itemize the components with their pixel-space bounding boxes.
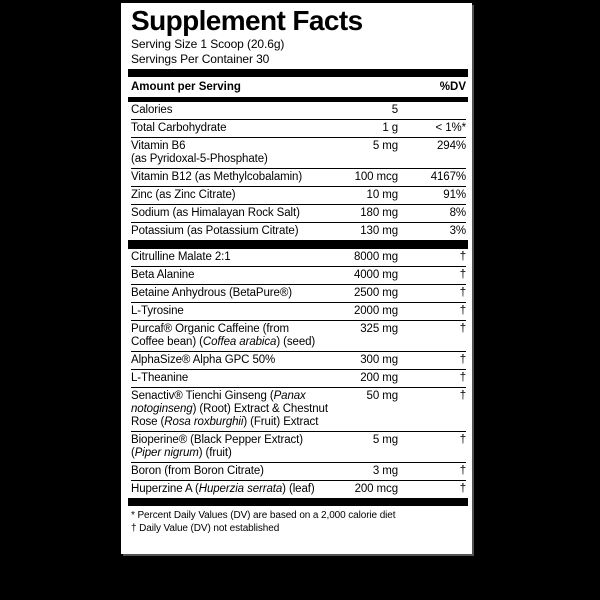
ingredient-dv: †: [459, 305, 466, 317]
ingredient-name: L-Tyrosine: [131, 305, 184, 317]
serving-size: Serving Size 1 Scoop (20.6g): [131, 37, 285, 51]
table-row: L-Theanine 200 mg †: [131, 369, 466, 387]
ingredient-name: Calories: [131, 104, 173, 116]
serving-info: Serving Size 1 Scoop (20.6g) Servings Pe…: [131, 37, 466, 66]
ingredient-amount: 5 mg: [372, 140, 398, 152]
ingredient-amount: 300 mg: [360, 354, 398, 366]
table-row: Calories 5: [131, 102, 466, 119]
ingredient-name: Sodium (as Himalayan Rock Salt): [131, 207, 300, 219]
ingredient-name: Purcaf® Organic Caffeine (from Coffee bea…: [131, 323, 316, 348]
table-row: Purcaf® Organic Caffeine (from Coffee bea…: [131, 320, 466, 351]
footnote-percent-dv: * Percent Daily Values (DV) are based on…: [131, 510, 396, 521]
ingredient-dv: †: [459, 434, 466, 446]
table-row: Vitamin B12 (as Methylcobalamin) 100 mcg 4…: [131, 168, 466, 186]
supplement-facts-label: Supplement Facts Serving Size 1 Scoop (2…: [121, 3, 472, 554]
ingredient-amount: 5: [391, 104, 398, 116]
ingredient-name: Total Carbohydrate: [131, 122, 227, 134]
ingredient-amount: 100 mcg: [354, 171, 399, 183]
ingredient-name: Huperzine A (Huperzia serrata) (leaf): [131, 483, 315, 495]
table-row: Zinc (as Zinc Citrate) 10 mg 91%: [131, 186, 466, 204]
percent-dv-header: %DV: [439, 80, 466, 93]
ingredient-name: Bioperine® (Black Pepper Extract) (Piper …: [131, 434, 303, 459]
table-row: Bioperine® (Black Pepper Extract) (Piper …: [131, 431, 466, 462]
ingredient-amount: 1 g: [382, 122, 398, 134]
ingredient-amount: 325 mg: [360, 323, 398, 335]
ingredient-dv: †: [459, 323, 466, 335]
table-row: Huperzine A (Huperzia serrata) (leaf) 200…: [131, 480, 466, 498]
ingredient-name: Potassium (as Potassium Citrate): [131, 225, 299, 237]
ingredient-amount: 50 mg: [366, 390, 399, 402]
ingredient-amount: 2500 mg: [353, 287, 398, 299]
ingredient-name: Vitamin B12 (as Methylcobalamin): [131, 171, 303, 183]
divider-bar-bottom: [128, 498, 468, 506]
table-row: Vitamin B6 (as Pyridoxal-5-Phosphate) 5 mg…: [131, 137, 466, 168]
table-row: Citrulline Malate 2:1 8000 mg †: [131, 249, 466, 266]
ingredient-amount: 5 mg: [372, 434, 398, 446]
ingredient-name: Citrulline Malate 2:1: [131, 251, 231, 263]
ingredient-dv: †: [459, 287, 466, 299]
ingredient-amount: 130 mg: [360, 225, 398, 237]
divider-bar-under-header: [128, 97, 468, 102]
ingredient-name: Betaine Anhydrous (BetaPure®): [131, 287, 292, 299]
ingredient-dv: †: [459, 372, 466, 384]
amount-per-serving-header: Amount per Serving: [131, 80, 241, 93]
table-row: Betaine Anhydrous (BetaPure®) 2500 mg †: [131, 284, 466, 302]
ingredient-dv: †: [459, 269, 466, 281]
ingredient-table: Calories 5 Total Carbohydrate 1 g < 1%* Vitam…: [128, 102, 468, 498]
ingredient-amount: 180 mg: [360, 207, 398, 219]
ingredient-dv: 3%: [449, 225, 467, 237]
table-row: Senactiv® Tienchi Ginseng (Panax notogins…: [131, 387, 466, 431]
ingredient-name: Vitamin B6 (as Pyridoxal-5-Phosphate): [131, 140, 268, 165]
label-title: Supplement Facts: [131, 5, 363, 36]
ingredient-dv: 91%: [443, 189, 466, 201]
table-row: Sodium (as Himalayan Rock Salt) 180 mg 8%: [131, 204, 466, 222]
table-row: Potassium (as Potassium Citrate) 130 mg 3%: [131, 222, 466, 240]
ingredient-name: L-Theanine: [131, 372, 189, 384]
table-row: Boron (from Boron Citrate) 3 mg †: [131, 462, 466, 480]
footnotes: * Percent Daily Values (DV) are based on…: [131, 506, 466, 535]
ingredient-name: Beta Alanine: [131, 269, 195, 281]
ingredient-amount: 10 mg: [366, 189, 399, 201]
footnote-dagger: † Daily Value (DV) not established: [131, 522, 280, 534]
ingredient-dv: †: [459, 483, 466, 495]
table-row: Total Carbohydrate 1 g < 1%*: [131, 119, 466, 137]
ingredient-dv: < 1%*: [435, 122, 466, 134]
ingredient-amount: 200 mg: [360, 372, 398, 384]
ingredient-amount: 3 mg: [372, 465, 398, 477]
table-row: Beta Alanine 4000 mg †: [131, 266, 466, 284]
ingredient-amount: 200 mcg: [354, 483, 399, 495]
ingredient-dv: †: [459, 354, 466, 366]
divider-bar-section: [128, 240, 468, 249]
ingredient-name: Senactiv® Tienchi Ginseng (Panax notogins…: [131, 390, 328, 428]
divider-bar-top: [128, 69, 468, 77]
ingredient-dv: 4167%: [430, 171, 466, 183]
ingredient-amount: 2000 mg: [353, 305, 398, 317]
ingredient-dv: 8%: [449, 207, 467, 219]
ingredient-amount: 4000 mg: [353, 269, 398, 281]
ingredient-dv: 294%: [436, 140, 466, 152]
ingredient-dv: †: [459, 465, 466, 477]
ingredient-dv: †: [459, 390, 466, 402]
column-header-row: Amount per Serving %DV: [131, 77, 466, 97]
ingredient-amount: 8000 mg: [353, 251, 398, 263]
table-row: AlphaSize® Alpha GPC 50% 300 mg †: [131, 351, 466, 369]
ingredient-name: Zinc (as Zinc Citrate): [131, 189, 236, 201]
ingredient-name: Boron (from Boron Citrate): [131, 465, 264, 477]
ingredient-name: AlphaSize® Alpha GPC 50%: [131, 354, 276, 366]
table-row: L-Tyrosine 2000 mg †: [131, 302, 466, 320]
servings-per-container: Servings Per Container 30: [131, 51, 270, 66]
ingredient-dv: †: [459, 251, 466, 263]
